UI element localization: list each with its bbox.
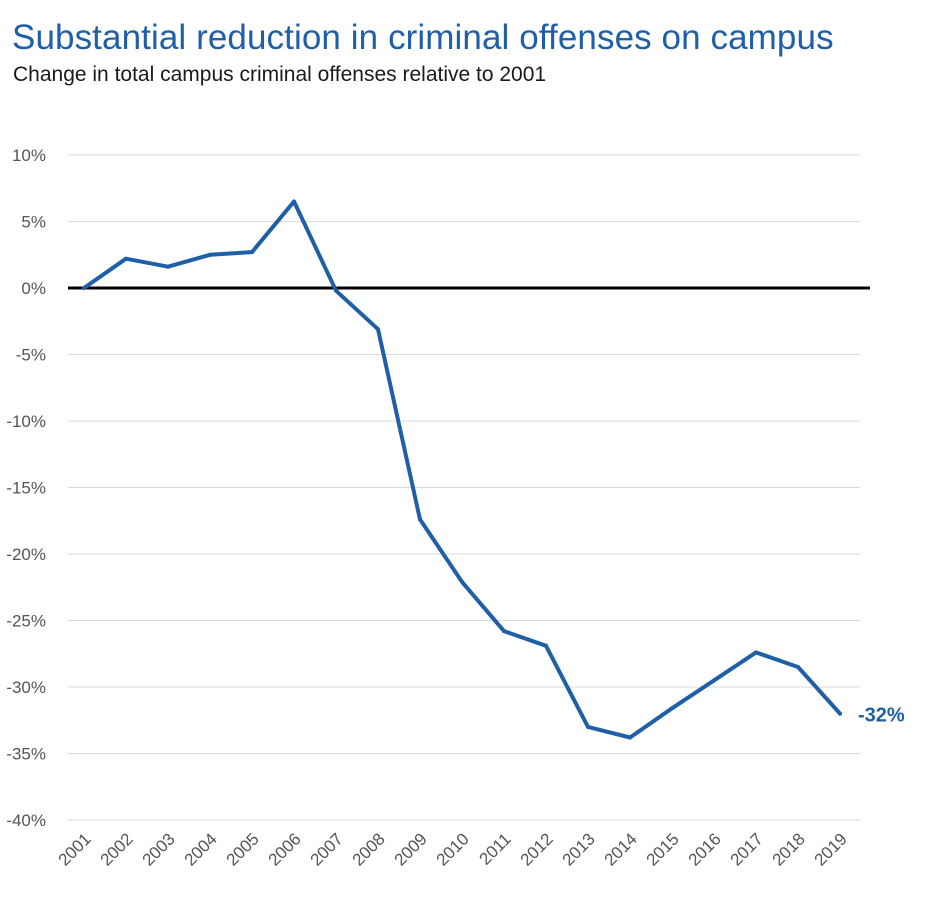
- x-tick-label: 2016: [685, 829, 725, 869]
- y-tick-label: 0%: [21, 279, 46, 298]
- series-line: [82, 199, 842, 740]
- x-tick-label: 2004: [181, 829, 221, 869]
- x-tick-label: 2005: [223, 829, 263, 869]
- data-point: [82, 286, 86, 290]
- data-point: [418, 517, 422, 522]
- y-tick-label: -30%: [6, 678, 46, 697]
- x-tick-label: 2009: [391, 829, 431, 869]
- data-point: [334, 288, 338, 293]
- y-tick-label: -25%: [6, 612, 46, 631]
- data-point: [712, 678, 716, 683]
- gridlines: [68, 154, 860, 821]
- chart-title: Substantial reduction in criminal offens…: [12, 18, 834, 57]
- y-tick-label: -15%: [6, 479, 46, 498]
- x-tick-label: 2013: [559, 829, 599, 869]
- y-tick-label: -40%: [6, 811, 46, 830]
- x-tick-label: 2010: [433, 829, 473, 869]
- data-point: [670, 706, 674, 711]
- x-tick-label: 2002: [97, 829, 137, 869]
- end-value-label: -32%: [858, 705, 905, 727]
- data-point: [796, 665, 800, 670]
- x-tick-label: 2012: [517, 829, 557, 869]
- data-point: [250, 250, 254, 255]
- series-group: [82, 199, 842, 740]
- x-tick-label: 2011: [476, 829, 515, 868]
- data-point: [124, 256, 128, 261]
- data-point: [586, 724, 590, 729]
- data-point: [292, 199, 296, 204]
- y-tick-label: -10%: [6, 412, 46, 431]
- data-point: [460, 579, 464, 584]
- x-tick-label: 2001: [55, 829, 95, 869]
- data-point: [376, 327, 380, 332]
- data-point: [166, 264, 170, 269]
- x-tick-label: 2017: [727, 829, 767, 869]
- x-tick-label: 2008: [349, 829, 389, 869]
- y-tick-label: -5%: [16, 346, 46, 365]
- y-tick-label: -35%: [6, 745, 46, 764]
- y-tick-label: 5%: [21, 213, 46, 232]
- y-tick-label: -20%: [6, 545, 46, 564]
- data-point: [544, 643, 548, 648]
- y-tick-label: 10%: [12, 146, 46, 165]
- chart-subtitle: Change in total campus criminal offenses…: [13, 63, 547, 86]
- x-tick-label: 2014: [601, 829, 641, 869]
- x-axis-ticks: 2001 2002 2003 2004 2005 2006 2007 2008 2009 2010…: [55, 829, 851, 869]
- x-tick-label: 2006: [265, 829, 305, 869]
- data-point: [208, 252, 212, 257]
- x-tick-label: 2003: [139, 829, 179, 869]
- x-tick-label: 2019: [811, 829, 851, 869]
- x-tick-label: 2007: [307, 829, 347, 869]
- x-tick-label: 2015: [643, 829, 683, 869]
- x-tick-label: 2018: [769, 829, 809, 869]
- y-axis-ticks: 10% 5% 0% -5% -10% -15% -20% -25% -30% -35% -40%: [6, 146, 46, 830]
- data-point: [502, 629, 506, 634]
- data-point: [838, 711, 842, 716]
- data-point: [754, 650, 758, 655]
- data-point: [628, 735, 632, 740]
